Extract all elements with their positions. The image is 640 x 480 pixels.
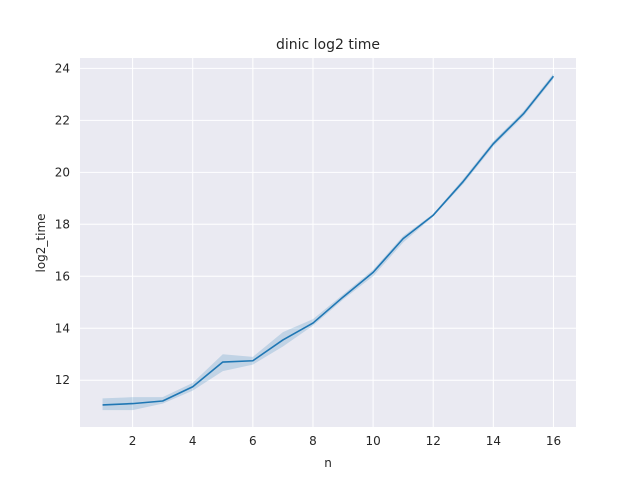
x-tick-label: 12 — [426, 434, 441, 448]
y-tick-label: 20 — [55, 165, 70, 179]
y-tick-label: 16 — [55, 269, 70, 283]
plot-area — [80, 58, 576, 427]
y-tick-label: 24 — [55, 61, 70, 75]
y-tick-label: 22 — [55, 113, 70, 127]
x-tick-label: 2 — [129, 434, 137, 448]
y-tick-label: 12 — [55, 373, 70, 387]
x-tick-label: 6 — [249, 434, 257, 448]
x-tick-label: 4 — [189, 434, 197, 448]
y-axis-label: log2_time — [34, 213, 48, 272]
x-axis-label: n — [324, 456, 332, 470]
x-tick-label: 16 — [546, 434, 561, 448]
chart-title: dinic log2 time — [276, 37, 380, 53]
y-tick-label: 18 — [55, 217, 70, 231]
x-tick-label: 10 — [365, 434, 380, 448]
x-tick-label: 8 — [309, 434, 317, 448]
y-tick-label: 14 — [55, 321, 70, 335]
x-tick-label: 14 — [486, 434, 501, 448]
series-line — [102, 75, 555, 406]
